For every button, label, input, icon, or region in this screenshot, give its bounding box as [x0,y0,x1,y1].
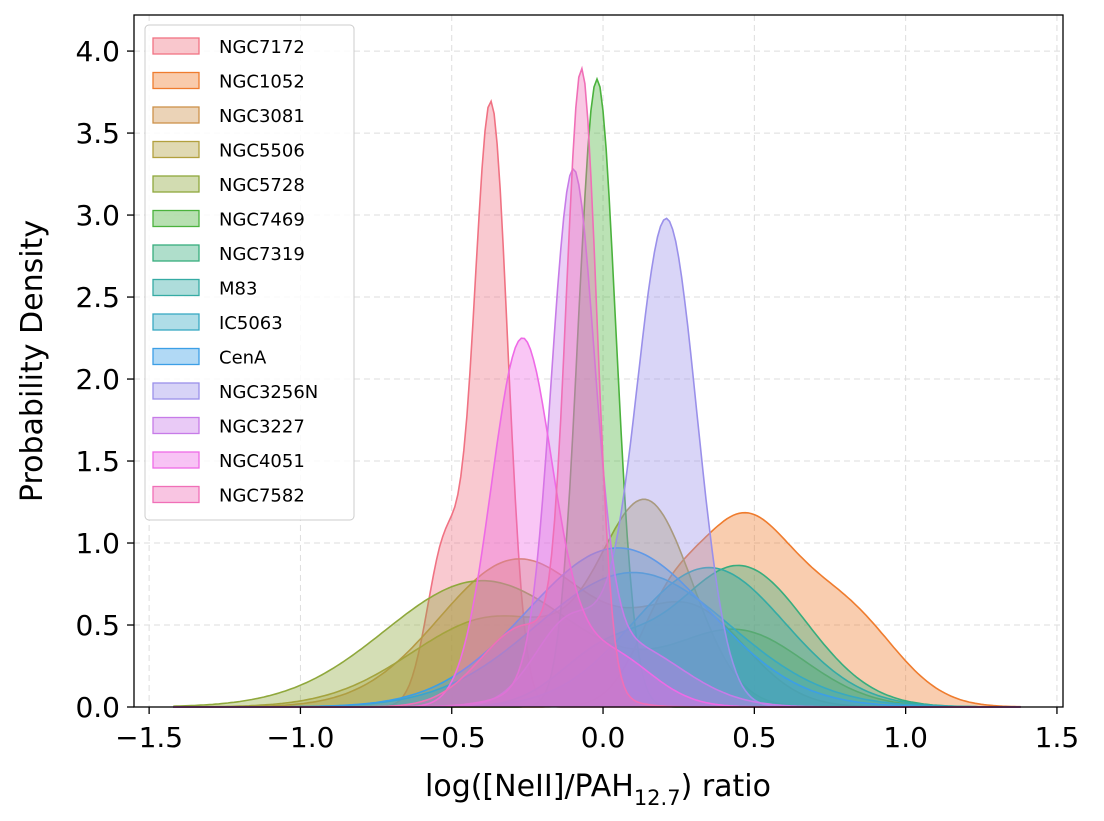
legend-swatch [152,382,200,400]
legend-label: M83 [219,279,257,300]
legend-label: NGC3256N [219,382,318,403]
x-axis-label-subscript: 12.7 [634,786,681,810]
legend-swatch [152,140,200,159]
density-area-ngc5506 [173,499,1021,707]
legend-label: NGC5506 [219,141,305,162]
y-tick-label: 1.5 [75,445,120,478]
density-line-ngc5728 [173,579,1021,708]
density-area-m83 [173,567,1021,707]
legend-swatch [152,485,200,504]
density-area-ngc3227 [173,168,1021,708]
density-area-ngc3081 [173,558,1021,707]
legend-label: NGC3227 [219,417,305,438]
legend-swatch [152,209,200,228]
y-tick-label: 0.5 [75,609,120,642]
legend: NGC7172 NGC1052 NGC3081 NGC5506 NGC5728 NGC74… [144,24,355,521]
legend-swatch [152,37,200,55]
x-tick-label: −1.5 [115,721,183,754]
legend-swatch [152,347,200,366]
density-area-ngc3256n [173,218,1021,707]
y-tick-label: 4.0 [75,35,120,68]
legend-swatch [152,451,200,469]
legend-swatch [152,313,200,331]
x-tick-label: 0.5 [732,721,777,754]
legend-label: CenA [219,348,267,369]
y-tick-label: 0.0 [75,691,120,724]
legend-swatch [152,106,200,124]
y-tick-label: 2.5 [75,281,120,314]
x-tick-label: 1.5 [1035,721,1080,754]
axis-ticks: −1.5 −1.0 −0.5 0.0 0.5 1.0 1.5 0.0 0.5 1.0 1.5 2.0 2… [75,35,1079,754]
plot-frame [133,14,1064,708]
x-axis-label-prefix: log([NeII]/PAH [425,769,634,804]
x-tick-label: 1.0 [883,721,928,754]
legend-swatch [152,278,200,297]
legend-label: NGC3081 [219,106,305,127]
legend-swatch [152,244,200,262]
legend-swatch [152,175,200,193]
density-area-ngc1052 [173,512,1021,707]
y-tick-label: 1.0 [75,527,120,560]
density-curves [173,65,1021,708]
x-axis-label: log([NeII]/PAH12.7) ratio [425,769,771,810]
legend-label: NGC7319 [219,244,305,265]
legend-label: NGC7469 [219,210,305,231]
legend-swatch [152,71,200,90]
legend-label: NGC4051 [219,451,305,472]
legend-box [144,24,355,521]
legend-label: NGC7172 [219,37,305,58]
y-tick-label: 3.5 [75,117,120,150]
x-tick-label: −1.0 [266,721,334,754]
legend-label: NGC7582 [219,486,305,507]
x-tick-label: 0.0 [581,721,626,754]
legend-label: NGC1052 [219,72,305,93]
x-axis-label-suffix: ) ratio [681,769,771,804]
density-area-ngc7319 [173,565,1021,707]
y-tick-label: 3.0 [75,199,120,232]
y-axis-label: Probability Density [15,220,50,502]
density-area-ic5063 [173,572,1021,707]
legend-label: NGC5728 [219,175,305,196]
legend-swatch [152,416,200,435]
x-tick-label: −0.5 [418,721,486,754]
legend-label: IC5063 [219,313,283,334]
density-area-cena [173,547,1021,707]
density-area-ngc7582 [173,68,1021,708]
y-tick-label: 2.0 [75,363,120,396]
